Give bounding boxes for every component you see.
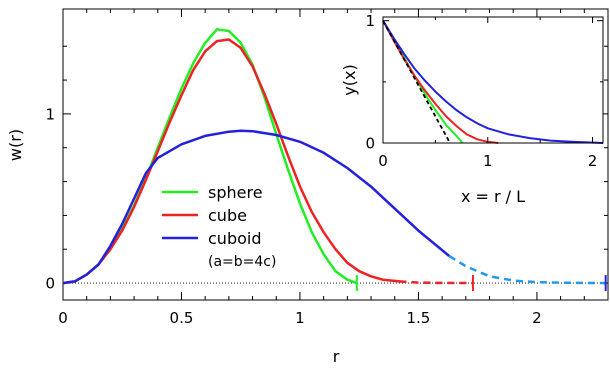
inset-plot: 0 1 2 0 1 x = r / L y(x): [340, 12, 604, 206]
inset-background: [383, 17, 603, 143]
main-x-tick-label-2: 2: [532, 309, 542, 327]
series-line-dashed-cube: [399, 280, 473, 285]
inset-series-line-2: [382, 20, 604, 144]
main-plot: 0 0.5 1 1.5 2 0 1 r w(r): [6, 8, 609, 366]
inset-series-lines: [382, 20, 604, 144]
inset-x-tick-label-1: 1: [483, 152, 493, 170]
main-series-lines: [62, 28, 607, 292]
main-x-tick-label-1: 1: [295, 309, 305, 327]
inset-x-tick-label-2: 2: [588, 152, 598, 170]
inset-y-tick-label-1: 1: [365, 12, 375, 30]
main-x-tick-label-1-5: 1.5: [407, 309, 431, 327]
inset-series-line-1: [382, 20, 499, 144]
inset-y-axis-label: y(x): [340, 64, 359, 95]
main-y-tick-label-1: 1: [45, 105, 55, 123]
inset-plot-frame: [382, 16, 604, 144]
main-x-axis-label: r: [333, 347, 340, 366]
inset-axis-ticks: 0 1 2 0 1: [365, 12, 603, 170]
main-y-axis-label: w(r): [6, 129, 25, 161]
main-x-tick-label-0-5: 0.5: [170, 309, 194, 327]
main-y-tick-label-0: 0: [45, 274, 55, 292]
legend-label-cuboid: cuboid: [208, 229, 261, 248]
legend-label-sphere: sphere: [208, 183, 263, 202]
series-line-cuboid: [62, 129, 450, 285]
legend-label-cube: cube: [208, 206, 247, 225]
inset-x-tick-label-0: 0: [378, 152, 388, 170]
inset-series-line-3: [382, 20, 451, 144]
legend-note: (a=b=4c): [208, 254, 276, 270]
main-x-tick-label-0: 0: [58, 309, 68, 327]
series-line-cube: [62, 38, 400, 285]
inset-y-tick-label-0: 0: [365, 134, 375, 152]
main-plot-frame: [62, 8, 609, 301]
main-axis-ticks: 0 0.5 1 1.5 2 0 1: [45, 9, 608, 327]
legend: sphere cube cuboid (a=b=4c): [162, 183, 276, 270]
inset-x-axis-label: x = r / L: [461, 187, 525, 206]
